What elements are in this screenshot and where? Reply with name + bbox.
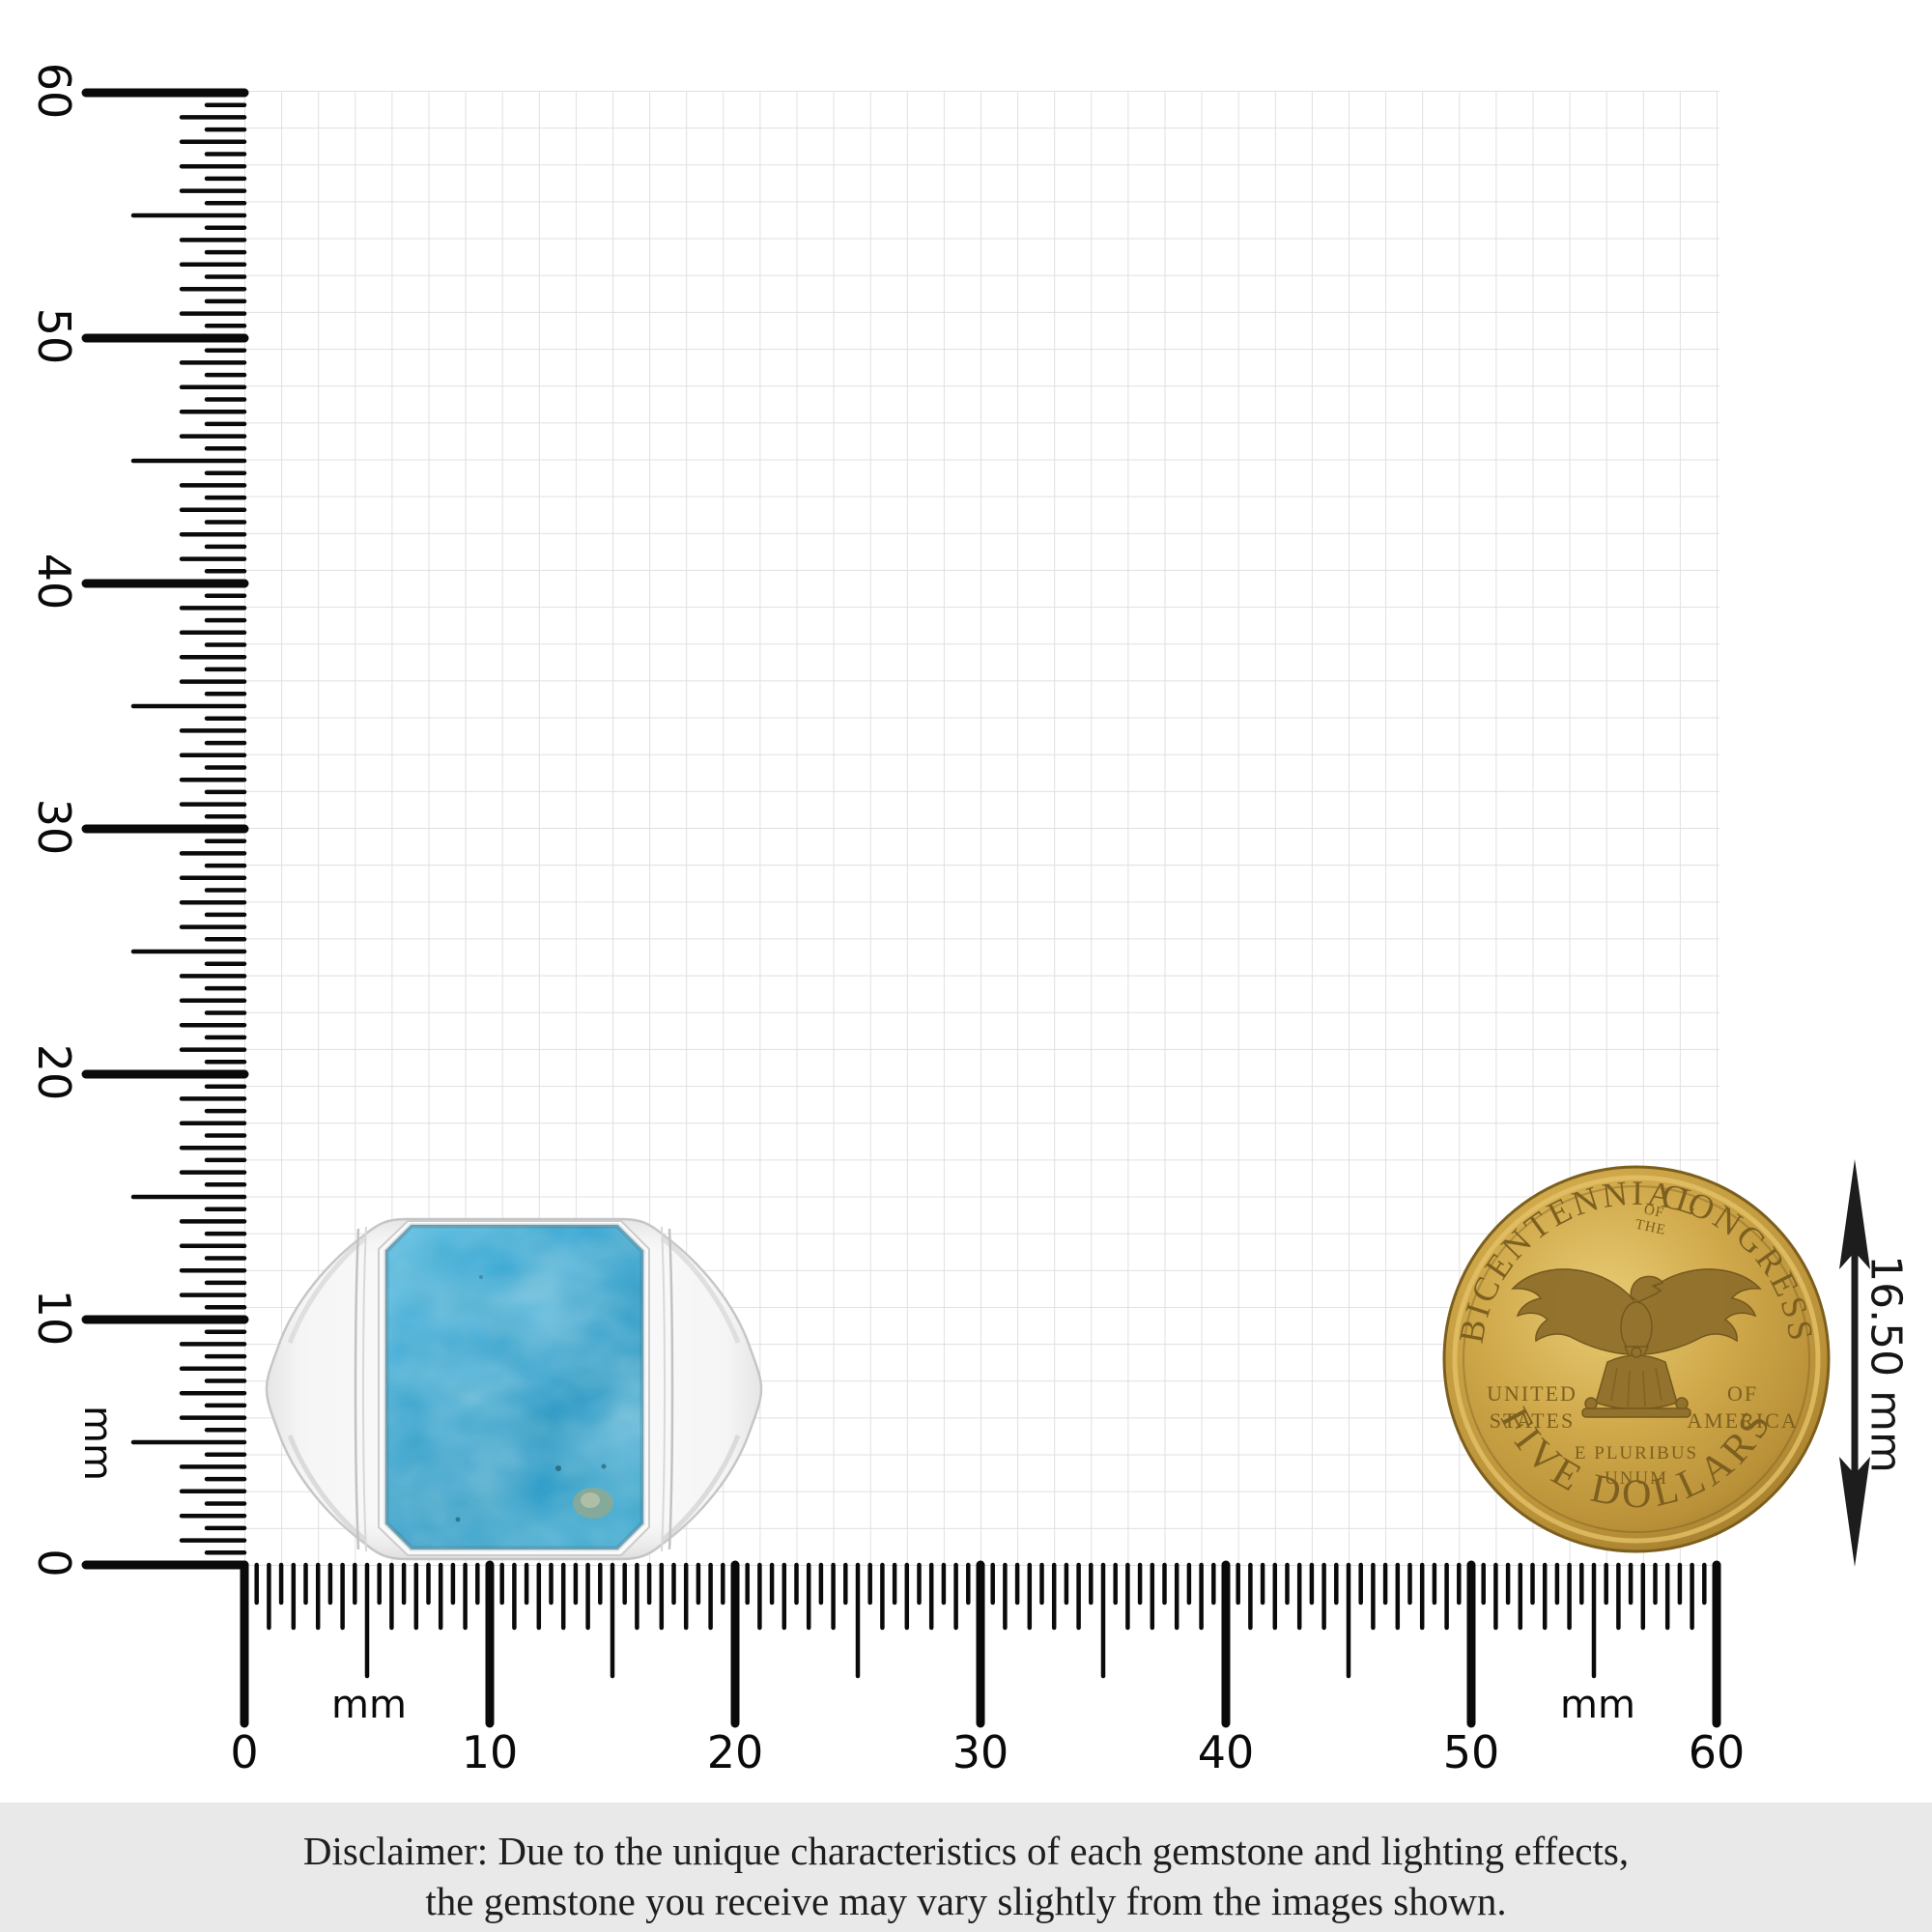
coin-legend-of: OF <box>1642 1202 1665 1221</box>
face-step-line-left-outer <box>354 1228 360 1550</box>
h-label-60: 60 <box>1689 1726 1746 1778</box>
v-unit-mm: mm <box>75 1406 120 1481</box>
v-label-60: 60 <box>28 63 80 120</box>
disclaimer-band: Disclaimer: Due to the unique characteri… <box>0 1803 1932 1932</box>
h-label-40: 40 <box>1198 1726 1255 1778</box>
h-label-20: 20 <box>707 1726 764 1778</box>
h-label-30: 30 <box>952 1726 1009 1778</box>
stone-edge-vignette <box>384 1223 645 1551</box>
face-step-line-right-outer <box>668 1228 674 1550</box>
v-label-0: 0 <box>28 1548 80 1577</box>
face-step-line-left-inner <box>362 1226 367 1552</box>
coin-united: UNITED <box>1487 1381 1577 1406</box>
coin-states: STATES <box>1490 1408 1575 1433</box>
coin-of: OF <box>1727 1381 1758 1406</box>
coin-emblem <box>1511 1268 1762 1418</box>
signet-ring-image <box>265 1217 763 1561</box>
coin-rim-highlight <box>1452 1175 1821 1544</box>
v-label-50: 50 <box>28 308 80 365</box>
size-arrow <box>1839 1159 1870 1567</box>
stone-texture-light <box>386 1226 642 1548</box>
stone-speck <box>455 1517 461 1522</box>
horizontal-ruler <box>240 1560 1721 1728</box>
right-shoulder-bevel <box>661 1236 741 1344</box>
h-label-50: 50 <box>1443 1726 1500 1778</box>
h-label-0: 0 <box>230 1726 258 1778</box>
arrow-head-down-icon <box>1839 1457 1870 1567</box>
left-shoulder-bevel <box>287 1236 367 1344</box>
coin-rim-engraving <box>1463 1185 1810 1533</box>
stone-speck <box>479 1275 483 1279</box>
canopy-dome <box>1595 1354 1678 1410</box>
right-shoulder-bevel-lower <box>661 1435 741 1542</box>
horizontal-ruler-labels: 0 10 20 30 40 50 60 mm mm <box>230 1683 1745 1778</box>
disclaimer-line-1: Disclaimer: Due to the unique characteri… <box>303 1829 1629 1873</box>
canopy-scroll-right <box>1675 1397 1689 1410</box>
canopy-scroll-left <box>1584 1397 1598 1410</box>
h-unit-mm-left: mm <box>331 1683 407 1727</box>
arrow-head-up-icon <box>1839 1159 1870 1269</box>
h-unit-mm-right: mm <box>1560 1683 1635 1727</box>
eagle-head <box>1630 1275 1664 1303</box>
v-label-20: 20 <box>28 1044 80 1101</box>
coin-legend-the: THE <box>1634 1217 1667 1238</box>
h-label-10: 10 <box>462 1726 519 1778</box>
coin-motto-1: E PLURIBUS <box>1575 1443 1698 1463</box>
left-shoulder-bevel-lower <box>287 1435 367 1542</box>
coin-motto-2: UNUM <box>1605 1468 1668 1489</box>
canopy-ribs <box>1610 1367 1662 1407</box>
face-step-line-right-inner <box>661 1226 666 1552</box>
disclaimer-background <box>0 1803 1932 1932</box>
canopy-base <box>1581 1407 1691 1418</box>
vertical-ruler-labels: 60 50 40 30 20 10 0 mm <box>28 63 120 1577</box>
canopy-finial <box>1631 1347 1642 1358</box>
disclaimer-line-2: the gemstone you receive may vary slight… <box>425 1879 1506 1923</box>
stone-speck <box>555 1465 561 1471</box>
v-label-40: 40 <box>28 554 80 611</box>
eagle-body <box>1620 1301 1653 1353</box>
stone-matrix-patch-core <box>581 1492 600 1508</box>
vertical-ruler <box>81 88 249 1570</box>
size-label: 16.50 mm <box>1861 1255 1911 1473</box>
v-label-10: 10 <box>28 1290 80 1347</box>
v-label-30: 30 <box>28 799 80 856</box>
coin-america: AMERICA <box>1687 1408 1798 1433</box>
stone-speck <box>601 1463 607 1469</box>
coin-image: BICENTENNIAL CONGRESS OF THE UNITED STAT… <box>1442 1165 1831 1553</box>
